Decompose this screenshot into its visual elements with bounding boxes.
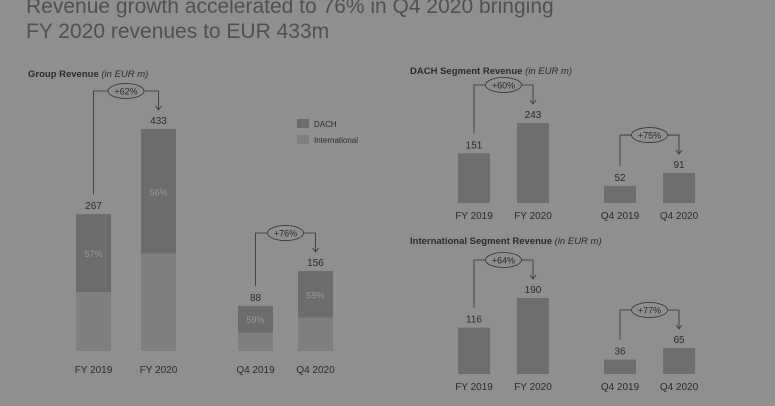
page-headline: Revenue growth accelerated to 76% in Q4 … [26,0,554,44]
dach-growth-0-arrow [529,99,537,105]
group-bar-international-1-0 [238,332,273,351]
group-chart-title: Group Revenue (in EUR m) [28,69,148,80]
international-value-label-1-1: 65 [673,335,685,346]
dach-chart-title-text: DACH Segment Revenue [410,66,525,77]
international-growth-0-badge [485,252,522,268]
group-bar-dach-0-1 [141,129,176,254]
dach-bar-0-0 [458,153,490,203]
international-growth-1-arrow [675,324,683,330]
international-value-label-0-1: 190 [525,285,542,296]
dach-value-label-0-1: 243 [525,110,542,121]
dach-bar-0-1 [517,123,549,203]
group-segment-label-0-0: 57% [84,249,102,259]
group-bar-international-1-1 [298,317,333,351]
international-chart-title-text: International Segment Revenue [410,236,555,247]
group-growth-0-arrow [155,105,162,111]
international-value-label-0-0: 116 [466,315,482,326]
international-bar-0-0 [458,327,490,374]
group-category-label-1-1: Q4 2020 [296,365,335,376]
legend-label-dach: DACH [314,120,337,129]
group-growth-0-label: +62% [114,87,137,97]
international-growth-0-label: +64% [492,256,515,266]
group-category-label-0-0: FY 2019 [75,365,113,376]
group-chart-title-text: Group Revenue [28,69,101,80]
group-total-label-1-0: 88 [250,293,262,304]
international-category-label-0-1: FY 2020 [514,382,552,393]
dach-growth-1-badge [631,127,668,143]
dach-bar-1-0 [604,185,636,203]
group-category-label-0-1: FY 2020 [140,365,178,376]
group-segment-label-0-1: 56% [149,187,167,197]
group-segment-label-1-0: 59% [246,315,264,325]
dach-bar-1-1 [663,173,695,203]
legend-swatch-dach [297,119,309,128]
dach-growth-0-label: +60% [492,81,515,91]
dach-category-label-0-1: FY 2020 [514,211,552,222]
international-growth-0-arrow [529,274,537,280]
group-growth-0-badge [107,83,145,99]
international-bar-1-0 [604,359,636,374]
dach-growth-0-badge [485,77,522,93]
headline-line-2: FY 2020 revenues to EUR 433m [26,20,330,43]
international-growth-1-label: +77% [638,306,661,316]
dach-category-label-0-0: FY 2019 [455,211,493,222]
group-category-label-1-0: Q4 2019 [236,365,275,376]
international-category-label-1-0: Q4 2019 [601,382,640,393]
group-growth-1-label: +76% [274,229,297,239]
dach-chart-title-unit: (in EUR m) [525,66,572,77]
group-bar-dach-1-1 [298,271,333,318]
group-total-label-0-1: 433 [150,116,167,127]
dach-growth-1-label: +75% [638,131,661,141]
international-chart-title: International Segment Revenue (in EUR m) [410,236,602,247]
group-total-label-0-0: 267 [85,201,102,212]
international-chart-title-unit: (in EUR m) [555,236,602,247]
group-growth-1-arrow [312,247,319,253]
group-bar-dach-0-0 [76,214,111,293]
international-bar-1-1 [663,348,695,374]
legend-label-international: International [314,136,358,145]
international-bar-0-1 [517,298,549,374]
dach-category-label-1-0: Q4 2019 [601,211,640,222]
international-value-label-1-0: 36 [614,347,626,358]
group-growth-1-badge [267,225,304,241]
international-category-label-0-0: FY 2019 [455,382,493,393]
international-category-label-1-1: Q4 2020 [660,382,699,393]
dach-category-label-1-1: Q4 2020 [660,211,699,222]
dach-value-label-0-0: 151 [466,140,483,151]
dach-chart-title: DACH Segment Revenue (in EUR m) [410,66,572,77]
group-chart-title-unit: (in EUR m) [101,69,148,80]
group-bar-international-0-0 [76,292,111,351]
dach-value-label-1-0: 52 [614,173,626,184]
dach-growth-1-arrow [675,149,683,155]
group-total-label-1-1: 156 [307,258,324,269]
dach-value-label-1-1: 91 [673,160,685,171]
group-segment-label-1-1: 59% [306,290,324,300]
group-bar-international-0-1 [141,253,176,351]
legend-swatch-international [297,135,309,144]
headline-line-1: Revenue growth accelerated to 76% in Q4 … [26,0,554,18]
international-growth-1-badge [631,302,668,318]
group-bar-dach-1-0 [238,305,273,333]
